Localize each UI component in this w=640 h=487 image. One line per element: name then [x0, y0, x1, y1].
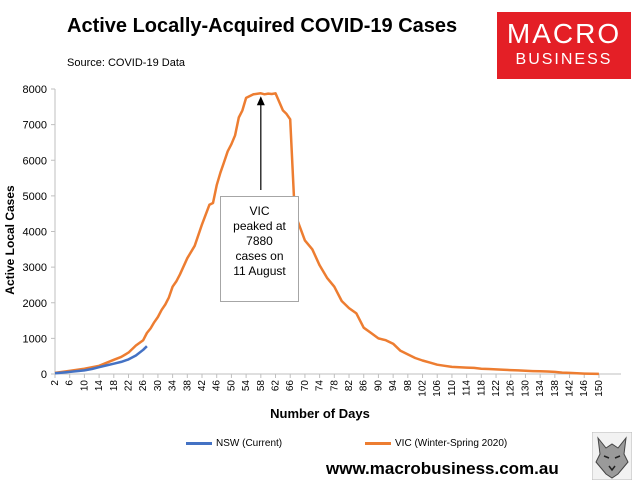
annotation-line-5: 11 August — [233, 264, 286, 278]
annotation-line-3: 7880 — [246, 234, 273, 248]
x-tick-label: 70 — [300, 380, 311, 392]
legend-swatch-vic — [365, 442, 391, 445]
y-tick-label: 0 — [41, 369, 47, 381]
y-tick-label: 8000 — [23, 84, 47, 96]
x-tick-label: 146 — [579, 380, 590, 397]
y-tick-label: 7000 — [23, 120, 47, 132]
x-tick-label: 6 — [65, 380, 76, 386]
chart-subtitle: Source: COVID-19 Data — [67, 57, 185, 69]
x-tick-label: 46 — [212, 380, 223, 392]
legend-swatch-nsw — [186, 442, 212, 445]
arrow-up-icon — [256, 96, 265, 106]
x-tick-label: 142 — [565, 380, 576, 397]
legend-item-vic: VIC (Winter-Spring 2020) — [365, 438, 507, 449]
x-tick-label: 22 — [124, 380, 135, 392]
x-tick-label: 74 — [315, 380, 326, 392]
x-tick-label: 126 — [506, 380, 517, 397]
y-tick-label: 5000 — [23, 191, 47, 203]
x-tick-label: 2 — [50, 380, 61, 386]
x-tick-label: 50 — [226, 380, 237, 392]
wolf-logo-icon — [592, 432, 632, 480]
y-tick-label: 3000 — [23, 262, 47, 274]
series-line-nsw — [54, 345, 148, 375]
x-tick-label: 150 — [594, 380, 605, 397]
x-tick-label: 110 — [447, 380, 458, 396]
logo-line-1: MACRO — [506, 18, 622, 49]
chart-legend: NSW (Current) VIC (Winter-Spring 2020) — [0, 438, 640, 454]
annotation-line-4: cases on — [235, 249, 284, 263]
x-tick-label: 14 — [94, 380, 105, 392]
x-tick-label: 90 — [373, 380, 384, 392]
y-tick-label: 6000 — [23, 155, 47, 167]
x-tick-label: 114 — [462, 380, 473, 396]
x-tick-label: 26 — [138, 380, 149, 392]
x-tick-label: 98 — [403, 380, 414, 392]
x-tick-label: 18 — [109, 380, 120, 392]
x-tick-label: 106 — [432, 380, 443, 397]
x-tick-label: 138 — [550, 380, 561, 397]
x-tick-label: 78 — [329, 380, 340, 392]
x-tick-label: 62 — [271, 380, 282, 392]
x-tick-label: 118 — [476, 380, 487, 396]
x-tick-label: 10 — [79, 380, 90, 392]
x-tick-label: 130 — [520, 380, 531, 397]
x-tick-label: 54 — [241, 380, 252, 392]
peak-annotation: VIC peaked at 7880 cases on 11 August — [220, 196, 299, 302]
annotation-line-2: peaked at — [233, 219, 286, 233]
x-tick-label: 34 — [168, 380, 179, 392]
x-tick-label: 58 — [256, 380, 267, 392]
x-axis-label: Number of Days — [270, 406, 370, 421]
x-tick-label: 86 — [359, 380, 370, 392]
series-line-vic — [54, 92, 599, 376]
y-tick-label: 1000 — [23, 333, 47, 345]
chart-title: Active Locally-Acquired COVID-19 Cases — [67, 15, 458, 37]
x-tick-label: 122 — [491, 380, 502, 397]
legend-label-vic: VIC (Winter-Spring 2020) — [395, 438, 508, 449]
annotation-line-1: VIC — [249, 204, 270, 218]
x-tick-label: 30 — [153, 380, 164, 392]
x-tick-label: 82 — [344, 380, 355, 392]
legend-item-nsw: NSW (Current) — [186, 438, 282, 449]
x-tick-label: 102 — [418, 380, 429, 397]
x-tick-label: 42 — [197, 380, 208, 392]
y-tick-label: 2000 — [23, 298, 47, 310]
x-tick-label: 66 — [285, 380, 296, 392]
logo-line-2: BUSINESS — [515, 51, 613, 68]
x-tick-label: 94 — [388, 380, 399, 392]
x-tick-label: 38 — [182, 380, 193, 392]
macrobusiness-logo: MACRO BUSINESS — [497, 12, 631, 79]
footer-url[interactable]: www.macrobusiness.com.au — [326, 459, 559, 478]
x-tick-label: 134 — [535, 380, 546, 397]
y-tick-label: 4000 — [23, 227, 47, 239]
legend-label-nsw: NSW (Current) — [216, 438, 283, 449]
